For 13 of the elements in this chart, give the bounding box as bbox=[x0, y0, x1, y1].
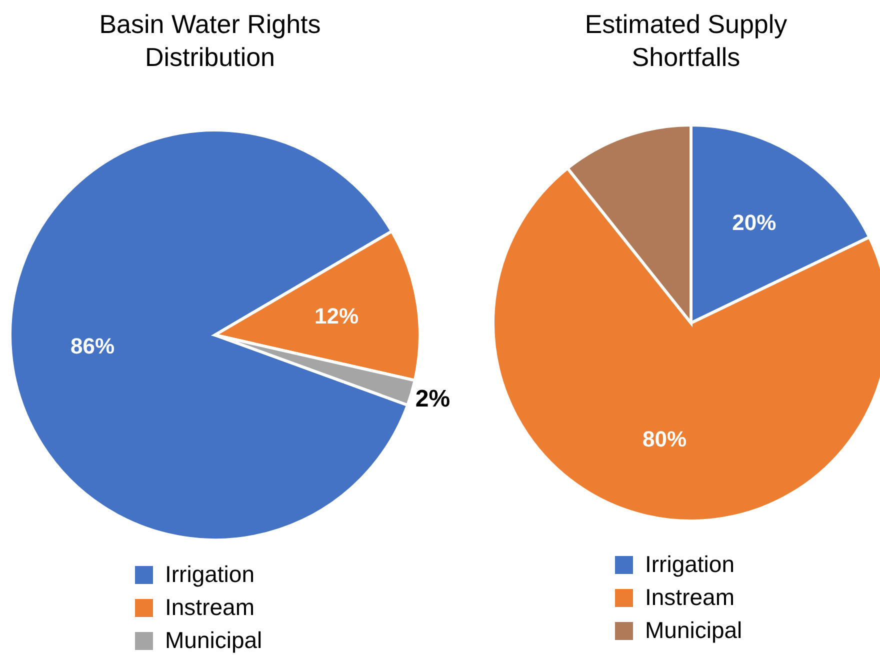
data-label: 2% bbox=[415, 386, 450, 413]
legend-label: Instream bbox=[165, 594, 254, 621]
data-label: 12% bbox=[314, 304, 359, 329]
data-label: 80% bbox=[642, 426, 687, 452]
chart-title: Basin Water Rights Distribution bbox=[98, 8, 322, 74]
legend-label: Irrigation bbox=[165, 561, 254, 588]
data-label: 20% bbox=[732, 210, 776, 235]
legend-label: Municipal bbox=[645, 617, 742, 644]
legend-label: Instream bbox=[645, 584, 734, 611]
legend-label: Irrigation bbox=[645, 551, 734, 578]
data-label: 86% bbox=[70, 334, 115, 359]
legend-label: Municipal bbox=[165, 627, 262, 654]
chart-title: Estimated Supply Shortfalls bbox=[584, 8, 788, 74]
